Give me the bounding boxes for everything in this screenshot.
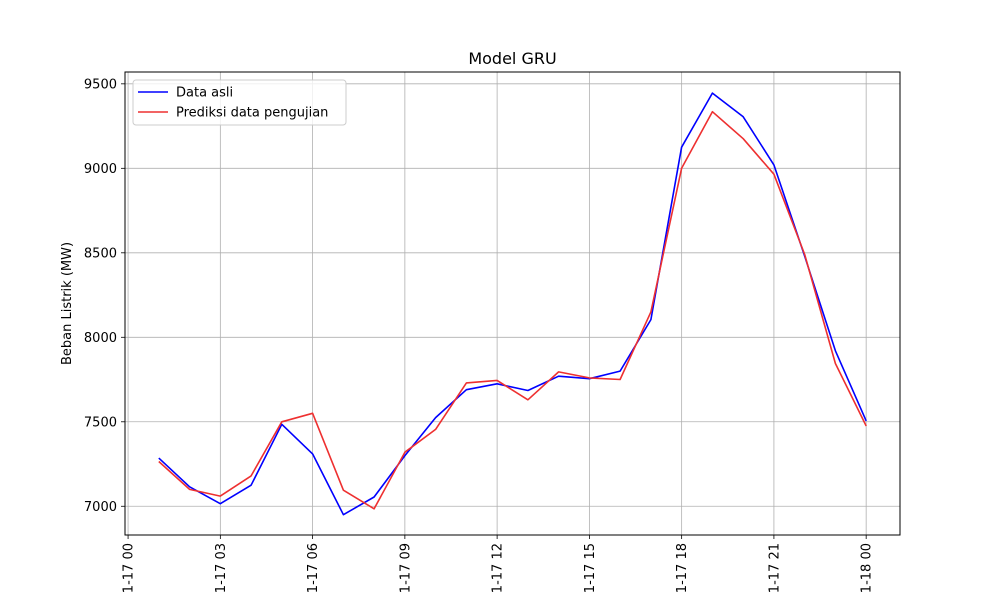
y-tick-label: 8500 (84, 246, 117, 261)
x-tick-label: 1-17 21 (767, 543, 782, 593)
x-tick-label: 1-17 03 (214, 543, 229, 593)
y-tick-label: 8000 (84, 331, 117, 346)
y-tick-label: 7000 (84, 500, 117, 515)
chart-title: Model GRU (468, 49, 556, 68)
x-tick-label: 1-17 15 (583, 543, 598, 593)
series-lines (158, 92, 867, 516)
x-tick-label: 1-17 12 (491, 543, 506, 593)
plot-frame (124, 71, 901, 536)
y-tick-label: 7500 (84, 415, 117, 430)
legend-label: Data asli (176, 86, 233, 101)
series-line-1 (158, 92, 867, 516)
grid-lines (125, 72, 900, 535)
y-tick-label: 9000 (84, 162, 117, 177)
legend: Data asli Prediksi data pengujian (132, 79, 347, 126)
x-tick-label: 1-17 00 (122, 543, 137, 593)
legend-box (132, 79, 347, 126)
x-axis-ticks: 1-17 00 1-17 03 1-17 06 1-17 09 1-17 12 1-17 … (122, 535, 875, 593)
x-tick-label: 1-18 00 (860, 543, 875, 593)
y-tick-label: 9500 (84, 77, 117, 92)
series-line-2 (158, 110, 867, 510)
x-tick-label: 1-17 18 (675, 543, 690, 593)
x-tick-label: 1-17 09 (398, 543, 413, 593)
x-tick-label: 1-17 06 (306, 543, 321, 593)
legend-label: Prediksi data pengujian (176, 106, 328, 121)
y-axis-ticks: 7000 7500 8000 8500 9000 9500 (84, 77, 125, 515)
y-axis-label: Beban Listrik (MW) (60, 242, 75, 365)
